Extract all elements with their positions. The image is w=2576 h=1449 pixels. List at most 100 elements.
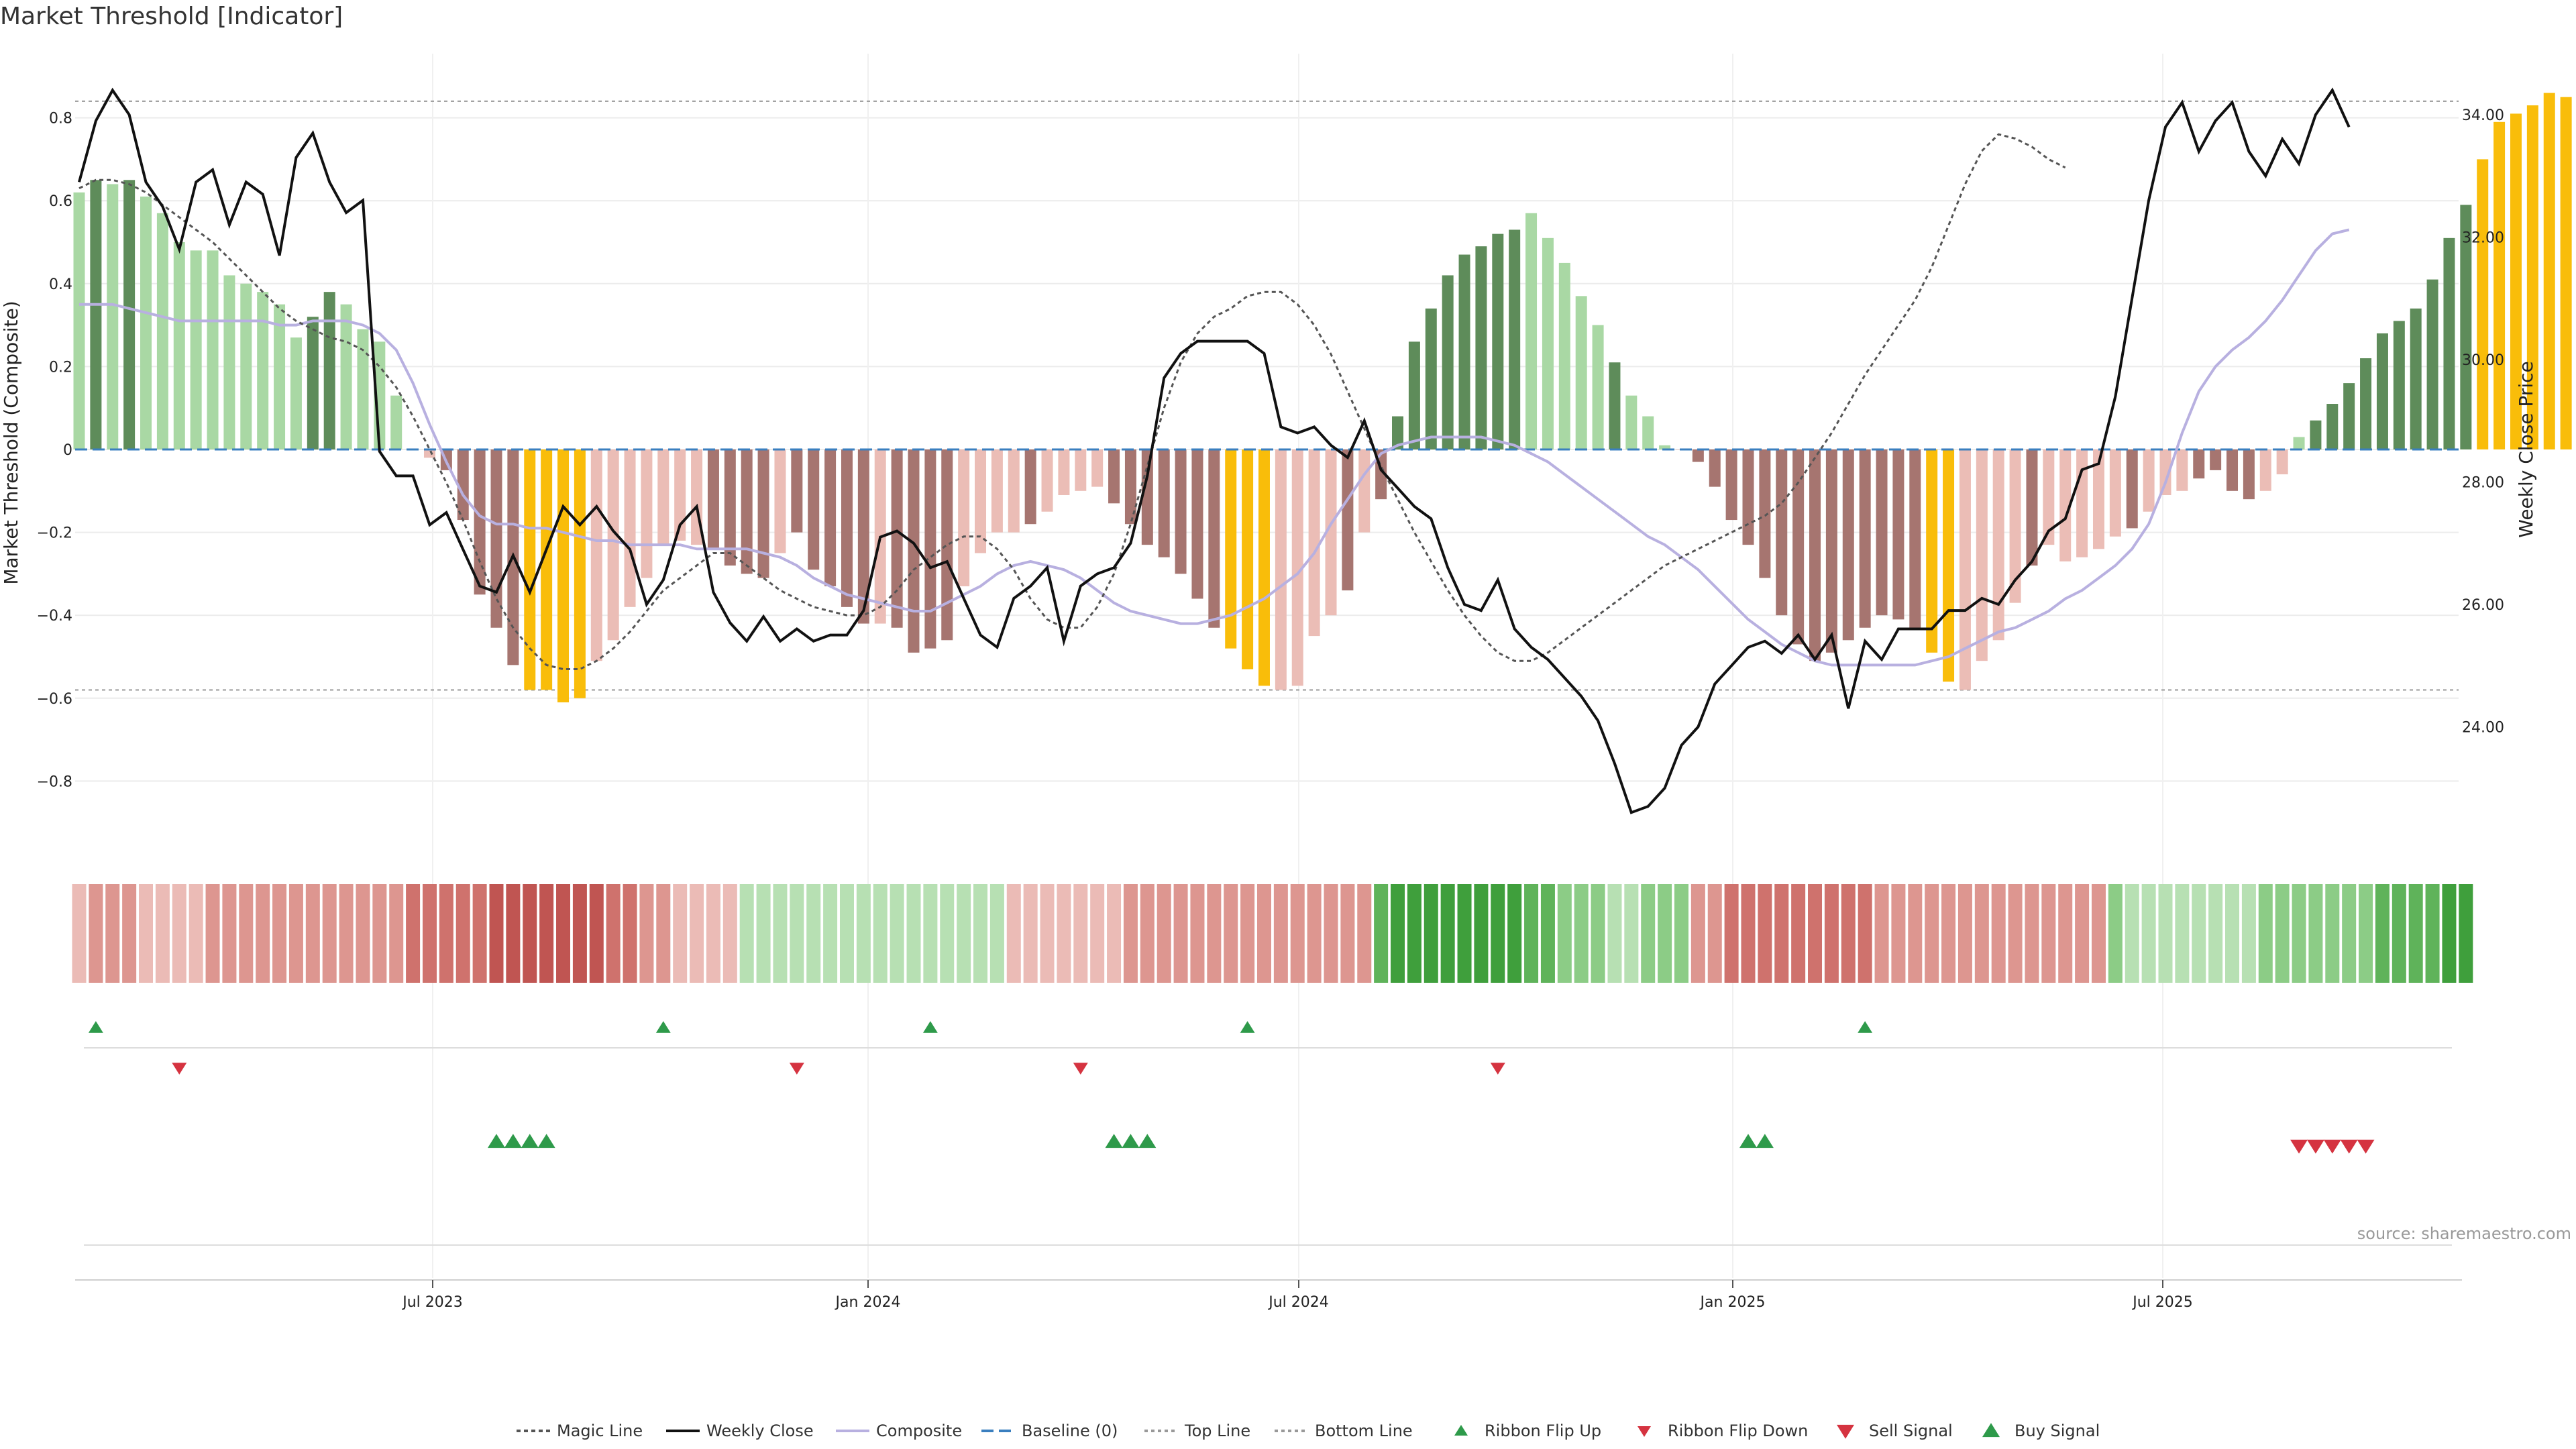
composite-bar [1709, 449, 1721, 487]
ribbon-cell [356, 884, 370, 983]
legend-swatch [1982, 1423, 2000, 1438]
legend-label: Buy Signal [2015, 1421, 2100, 1440]
ribbon-cell [1941, 884, 1956, 983]
composite-bar [2259, 449, 2271, 491]
composite-bar [1091, 449, 1104, 487]
ribbon-cell [556, 884, 571, 983]
composite-bar [1558, 262, 1570, 449]
composite-bar [1776, 449, 1788, 616]
ribbon-cell [472, 884, 487, 983]
composite-bars [73, 93, 2572, 702]
ribbon-flip-down-marker [172, 1063, 187, 1075]
composite-bar [557, 449, 570, 702]
ribbon-cell [639, 884, 654, 983]
ribbon-cell [856, 884, 871, 983]
ribbon-cell [1540, 884, 1555, 983]
composite-bar [707, 449, 719, 549]
right-tick-label: 34.00 [2462, 107, 2504, 124]
legend-label: Composite [876, 1421, 962, 1440]
ribbon-cell [1307, 884, 1322, 983]
ribbon-cell [2041, 884, 2056, 983]
composite-bar [2226, 449, 2239, 491]
composite-bar [2109, 449, 2121, 537]
composite-bar [2326, 404, 2339, 449]
ribbon-cell [1974, 884, 1989, 983]
composite-bar [1592, 325, 1604, 449]
composite-bar [1158, 449, 1170, 557]
legend-swatch [1638, 1426, 1651, 1437]
composite-bar [941, 449, 953, 641]
ribbon-cell [389, 884, 404, 983]
composite-bar [73, 192, 85, 449]
ribbon-cell [2308, 884, 2323, 983]
ribbon-cell [1791, 884, 1806, 983]
ribbon-flip-up-marker [1858, 1021, 1873, 1033]
composite-bar [2393, 321, 2405, 449]
ribbon-cell [2258, 884, 2273, 983]
composite-bar [624, 449, 636, 607]
composite-bar [2310, 420, 2322, 449]
composite-bar [1725, 449, 1737, 521]
right-tick-label: 24.00 [2462, 720, 2504, 737]
ribbon-cell [1457, 884, 1472, 983]
ribbon-cell [739, 884, 754, 983]
composite-bar [1358, 449, 1371, 533]
composite-bar [908, 449, 920, 653]
composite-bar [2276, 449, 2288, 475]
ribbon-cell [1090, 884, 1105, 983]
x-axis: Jul 2023 Jan 2024 Jul 2024 Jan 2025 Jul 2025 [75, 1279, 2462, 1311]
x-tick-label: Jul 2025 [2131, 1294, 2193, 1311]
ribbon-cell [2108, 884, 2123, 983]
ribbon-flip-down-marker [1073, 1063, 1088, 1075]
legend-swatch [1837, 1424, 1854, 1439]
ribbon-cell [1991, 884, 2006, 983]
composite-bar [307, 317, 319, 449]
composite-bar [156, 213, 168, 449]
composite-bar [1876, 449, 1888, 616]
ribbon-cell [288, 884, 303, 983]
composite-bar [741, 449, 753, 574]
composite-bar [1809, 449, 1821, 661]
composite-bar [2360, 358, 2372, 449]
composite-line [79, 228, 2350, 667]
ribbon-cell [1524, 884, 1539, 983]
ribbon-cell [906, 884, 921, 983]
composite-bar [1742, 449, 1754, 545]
buy-signal-marker [1122, 1134, 1140, 1148]
left-tick-label: −0.2 [37, 525, 72, 542]
composite-bar [924, 449, 936, 649]
ribbon-cell [1290, 884, 1305, 983]
ribbon-cell [806, 884, 821, 983]
ribbon-cell [1591, 884, 1605, 983]
composite-bar [1008, 449, 1020, 533]
composite-bar [223, 275, 235, 449]
composite-bar [1175, 449, 1187, 574]
composite-bar [2543, 93, 2555, 449]
ribbon-cell [1324, 884, 1338, 983]
ribbon-cell [1574, 884, 1589, 983]
legend-label: Ribbon Flip Up [1485, 1421, 1601, 1440]
legend-label: Ribbon Flip Down [1668, 1421, 1808, 1440]
right-tick-label: 30.00 [2462, 352, 2504, 369]
buy-signal-marker [504, 1134, 522, 1148]
ribbon-cell [2192, 884, 2206, 983]
ribbon-cell [1607, 884, 1622, 983]
ribbon-cell [2459, 884, 2473, 983]
ribbon-strip [72, 884, 2473, 983]
ribbon-cell [539, 884, 554, 983]
composite-bar [1659, 445, 1671, 449]
source-label: source: sharemaestro.com [2357, 1224, 2571, 1243]
ribbon-cell [1624, 884, 1639, 983]
ribbon-cell [2392, 884, 2406, 983]
ribbon-cell [1374, 884, 1389, 983]
ribbon-cell [589, 884, 604, 983]
ribbon-cell [1674, 884, 1688, 983]
ribbon-cell [305, 884, 320, 983]
composite-bar [1141, 449, 1153, 545]
ribbon-cell [322, 884, 337, 983]
right-axis-title: Weekly Close Price [2515, 361, 2537, 537]
legend-label: Top Line [1184, 1421, 1250, 1440]
ribbon-flip-down-marker [789, 1063, 804, 1075]
ribbon-flip-up-marker [922, 1021, 938, 1033]
ribbon-cell [1507, 884, 1522, 983]
